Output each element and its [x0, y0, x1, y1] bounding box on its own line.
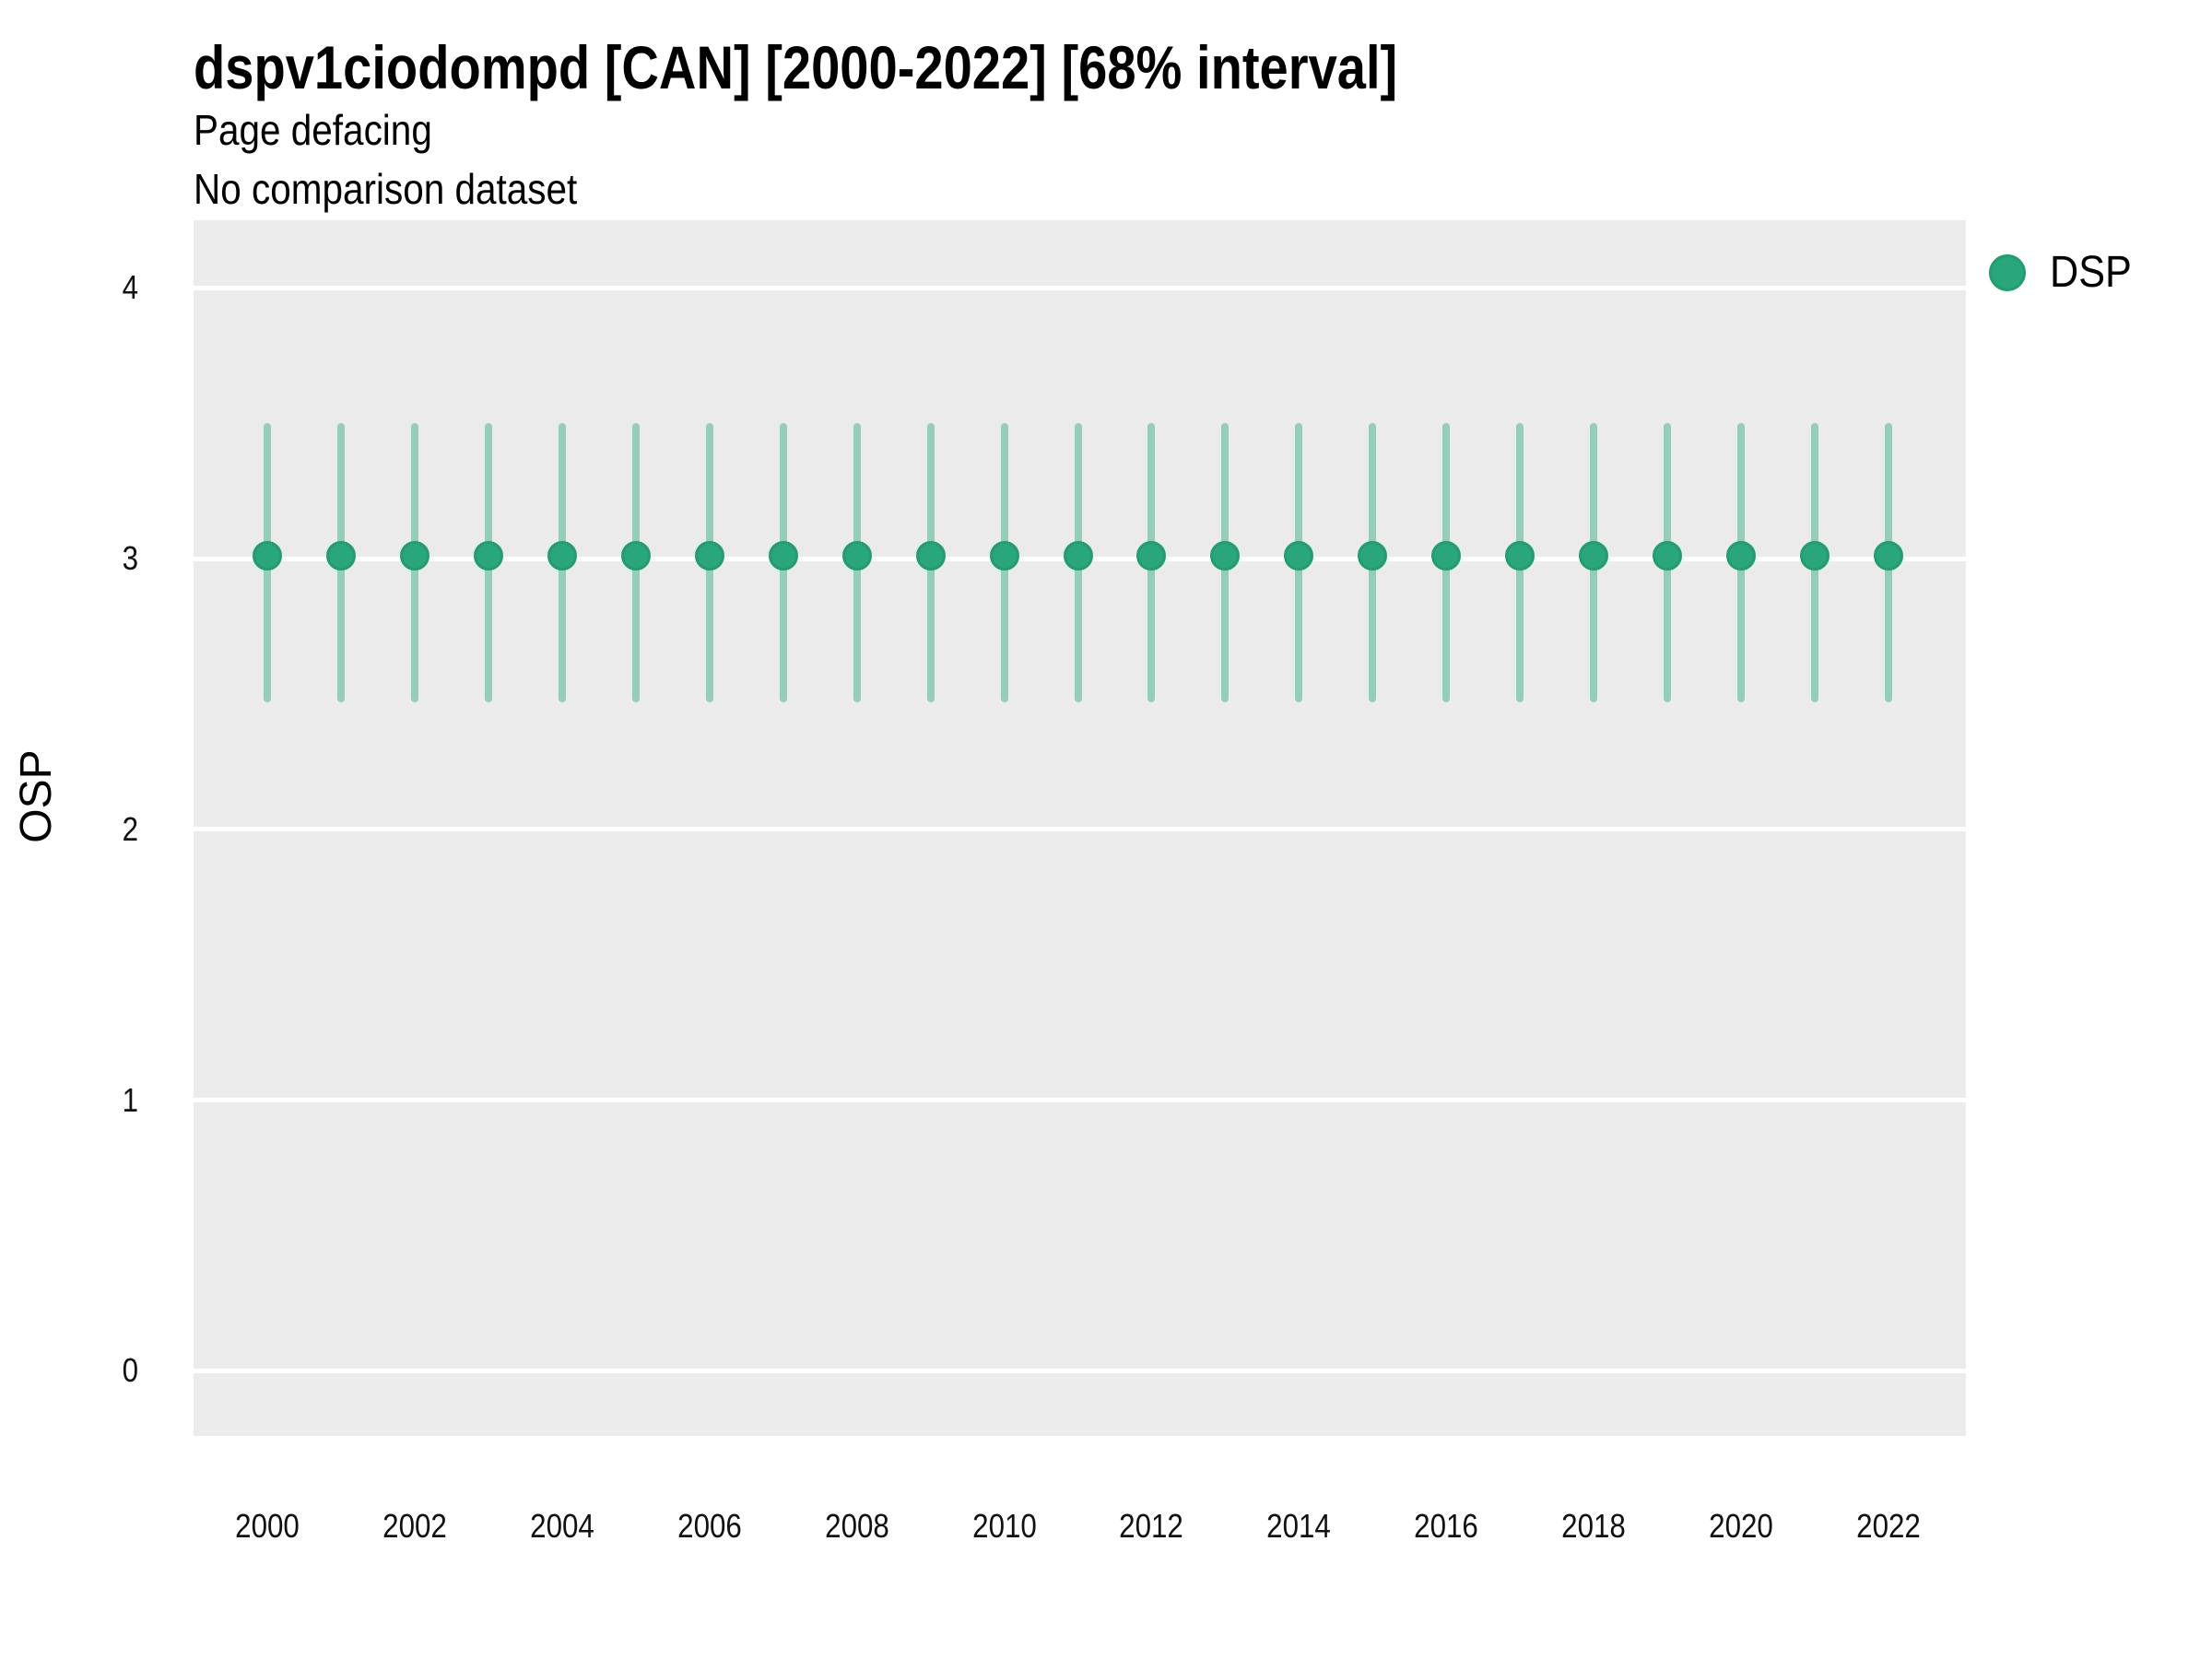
data-point-2006 [694, 541, 724, 571]
data-point-2020 [1726, 541, 1757, 571]
data-point-2014 [1284, 541, 1314, 571]
data-point-2012 [1136, 541, 1167, 571]
data-point-2002 [399, 541, 429, 571]
y-tick-label-4: 4 [122, 268, 138, 307]
data-point-2013 [1210, 541, 1241, 571]
data-point-2015 [1358, 541, 1388, 571]
chart-subtitle: Page defacing [194, 106, 432, 154]
data-point-2000 [252, 541, 282, 571]
x-tick-label-2006: 2006 [677, 1507, 742, 1545]
x-tick-label-2020: 2020 [1709, 1507, 1773, 1545]
data-point-2004 [547, 541, 577, 571]
data-point-2017 [1505, 541, 1535, 571]
data-point-2019 [1653, 541, 1683, 571]
data-point-2011 [1063, 541, 1093, 571]
x-tick-label-2008: 2008 [824, 1507, 889, 1545]
x-tick-label-2018: 2018 [1561, 1507, 1627, 1545]
data-point-2016 [1431, 541, 1462, 571]
y-tick-label-2: 2 [122, 809, 138, 848]
legend-dsp-dot-icon [1989, 254, 2026, 291]
y-tick-label-1: 1 [122, 1080, 138, 1119]
gridline-y-1 [194, 1098, 1966, 1103]
data-point-2009 [915, 541, 946, 571]
plot-panel [194, 220, 1966, 1436]
comparison-note: No comparison dataset [194, 165, 578, 213]
legend-dsp-label: DSP [2050, 248, 2132, 297]
data-point-2007 [768, 541, 798, 571]
x-tick-label-2010: 2010 [971, 1507, 1037, 1545]
gridline-y-2 [194, 827, 1966, 832]
x-tick-label-2022: 2022 [1856, 1507, 1921, 1545]
data-point-2001 [325, 541, 356, 571]
gridline-y-0 [194, 1368, 1966, 1373]
chart-title: dspv1ciodompd [CAN] [2000-2022] [68% int… [194, 33, 1398, 101]
data-point-2008 [841, 541, 872, 571]
data-point-2005 [620, 541, 651, 571]
x-tick-label-2002: 2002 [382, 1507, 447, 1545]
gridline-y-4 [194, 285, 1966, 290]
x-tick-label-2016: 2016 [1414, 1507, 1479, 1545]
x-tick-label-2000: 2000 [235, 1507, 300, 1545]
data-point-2003 [473, 541, 503, 571]
x-tick-label-2014: 2014 [1266, 1507, 1332, 1545]
data-point-2021 [1800, 541, 1830, 571]
x-tick-label-2004: 2004 [529, 1507, 594, 1545]
legend: DSP [1989, 251, 2141, 295]
data-point-2022 [1874, 541, 1904, 571]
y-tick-label-0: 0 [122, 1351, 138, 1390]
data-point-2018 [1579, 541, 1609, 571]
y-tick-label-3: 3 [122, 539, 138, 578]
data-point-2010 [989, 541, 1019, 571]
x-tick-label-2012: 2012 [1119, 1507, 1184, 1545]
